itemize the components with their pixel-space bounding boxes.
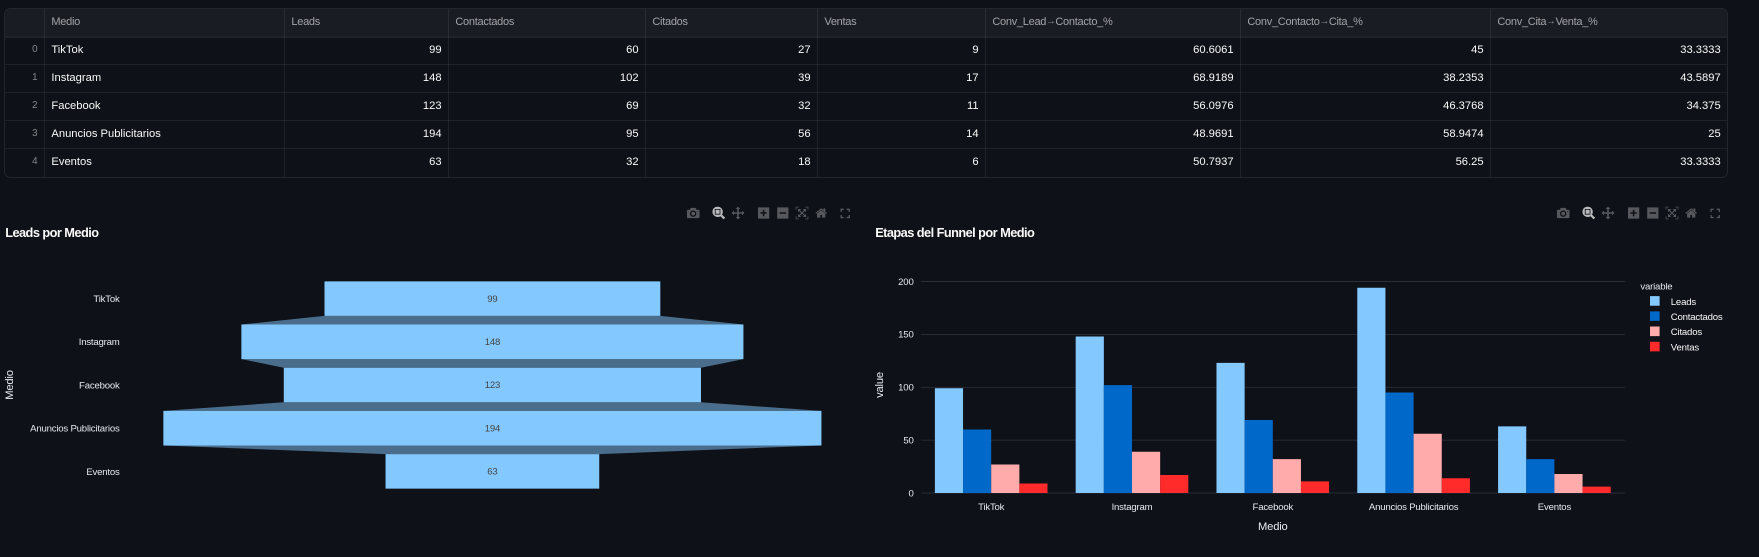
svg-text:Contactados: Contactados xyxy=(1671,312,1723,323)
svg-text:Leads por Medio: Leads por Medio xyxy=(5,225,99,240)
svg-text:Ventas: Ventas xyxy=(1671,342,1700,353)
svg-text:value: value xyxy=(875,372,887,398)
svg-text:Etapas del Funnel por Medio: Etapas del Funnel por Medio xyxy=(876,225,1036,240)
svg-text:Leads: Leads xyxy=(1671,296,1697,307)
svg-text:Medio: Medio xyxy=(4,370,16,399)
svg-text:Medio: Medio xyxy=(1258,521,1287,533)
svg-text:Citados: Citados xyxy=(1671,327,1703,338)
svg-text:variable: variable xyxy=(1641,281,1673,292)
